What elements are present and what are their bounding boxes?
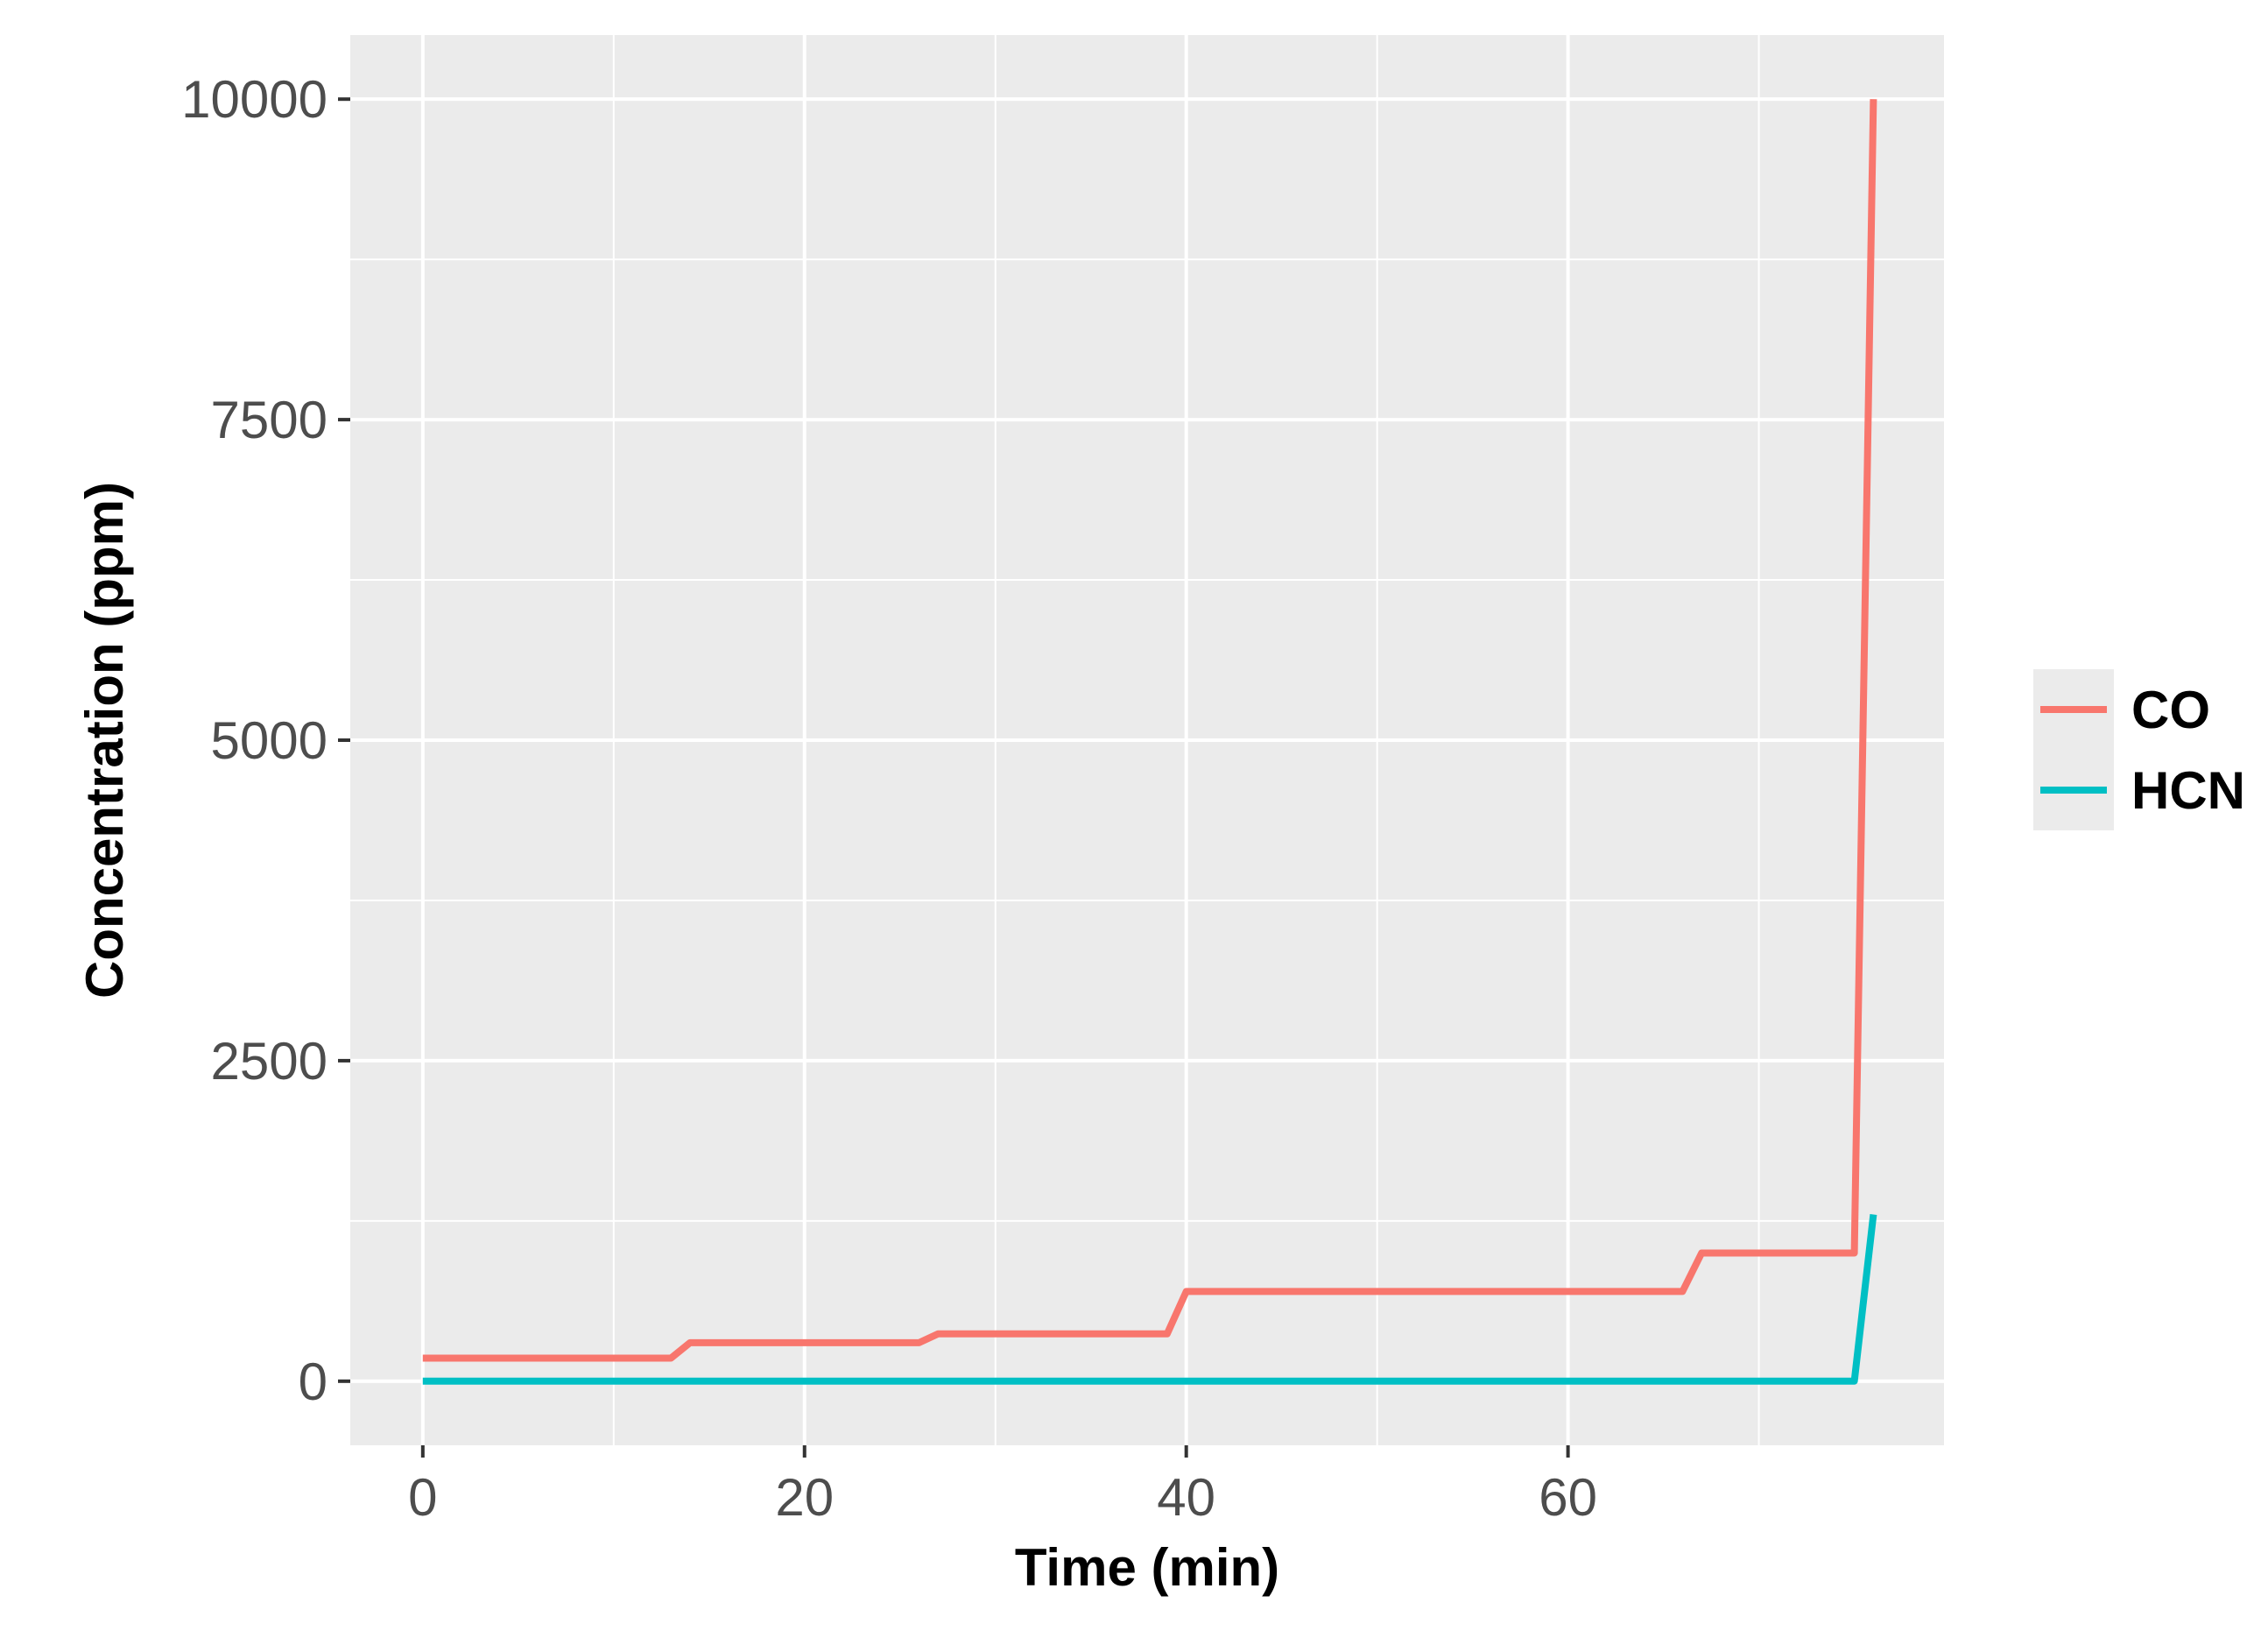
series-line-hcn (422, 1214, 1877, 1385)
x-axis: 0 20 40 60 (408, 1445, 1597, 1527)
x-tick-label: 20 (775, 1468, 834, 1527)
legend-label-hcn: HCN (2131, 761, 2245, 820)
y-tick-label: 7500 (211, 391, 328, 449)
y-tick-label: 2500 (211, 1032, 328, 1091)
y-axis-title: Concentration (ppm) (75, 482, 134, 999)
y-tick-label: 0 (299, 1352, 328, 1411)
x-tick-label: 60 (1539, 1468, 1597, 1527)
series-line-co (422, 99, 1877, 1362)
major-gridlines (350, 35, 1944, 1445)
y-tick-label: 10000 (181, 70, 328, 129)
legend-label-co: CO (2131, 681, 2210, 739)
x-tick-label: 40 (1157, 1468, 1215, 1527)
y-axis: 0 2500 5000 7500 10000 (181, 70, 350, 1411)
x-axis-title: Time (min) (1015, 1538, 1279, 1597)
y-tick-label: 5000 (211, 711, 328, 770)
x-tick-label: 0 (408, 1468, 437, 1527)
series-lines (422, 99, 1877, 1385)
legend: CO HCN (2033, 669, 2245, 830)
